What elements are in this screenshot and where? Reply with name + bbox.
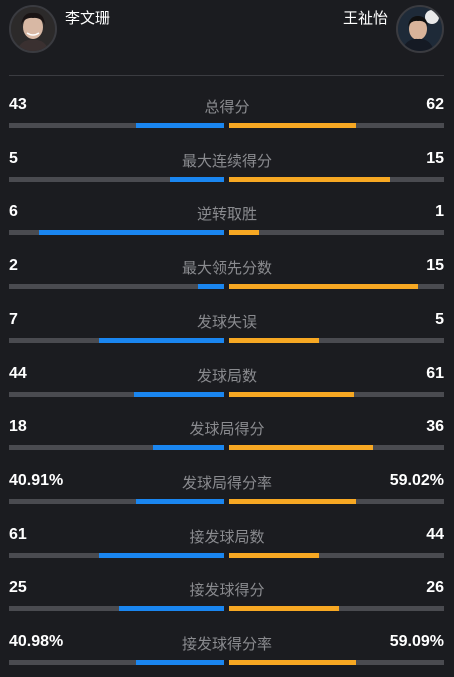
- right-stat-value: 61: [426, 364, 444, 382]
- right-stat-bar: [229, 606, 339, 612]
- right-stat-track: [229, 391, 444, 397]
- left-stat-bar: [135, 498, 224, 504]
- right-stat-value: 26: [426, 579, 444, 597]
- left-stat-track: [9, 391, 224, 397]
- right-stat-value: 5: [435, 310, 444, 328]
- player-photo-icon: [398, 7, 442, 51]
- stat-row: 7 发球失误 5: [0, 311, 454, 365]
- stat-label: 接发球得分: [189, 581, 265, 600]
- stat-row: 40.91% 发球局得分率 59.02%: [0, 472, 454, 526]
- left-stat-bar: [39, 230, 224, 236]
- left-stat-bar: [153, 445, 224, 451]
- right-stat-track: [229, 123, 444, 128]
- right-stat-bar: [229, 123, 356, 128]
- left-stat-track: [9, 284, 224, 290]
- right-stat-track: [229, 445, 444, 451]
- stat-label: 发球失误: [196, 312, 257, 331]
- left-stat-bar: [135, 660, 224, 665]
- stat-label: 发球局得分: [189, 420, 265, 439]
- right-stat-track: [229, 337, 444, 343]
- left-stat-value: 61: [9, 525, 27, 543]
- left-stat-value: 25: [9, 579, 27, 597]
- stat-row: 6 逆转取胜 1: [0, 203, 454, 257]
- right-stat-bar: [229, 498, 356, 504]
- right-stat-bar: [229, 445, 374, 451]
- stat-label: 最大连续得分: [181, 151, 272, 170]
- stat-label: 发球局数: [196, 366, 257, 385]
- left-stat-bar: [118, 606, 224, 612]
- right-stat-bar: [229, 660, 356, 665]
- right-stat-value: 15: [426, 257, 444, 275]
- left-player-avatar[interactable]: [9, 5, 57, 53]
- right-stat-value: 36: [426, 418, 444, 436]
- right-stat-track: [229, 284, 444, 290]
- right-stat-bar: [229, 337, 320, 343]
- left-stat-value: 6: [9, 203, 18, 221]
- left-stat-value: 40.98%: [9, 633, 64, 650]
- right-stat-track: [229, 606, 444, 612]
- stat-row: 43 总得分 62: [0, 96, 454, 150]
- left-player-name: 李文珊: [65, 9, 111, 27]
- right-player-avatar[interactable]: [396, 5, 444, 53]
- stat-label: 接发球得分率: [181, 635, 272, 653]
- left-stat-bar: [170, 176, 224, 182]
- left-stat-track: [9, 606, 224, 612]
- stat-row: 40.98% 接发球得分率 59.09%: [0, 633, 454, 677]
- left-stat-track: [9, 498, 224, 504]
- right-stat-bar: [229, 391, 354, 397]
- left-stat-track: [9, 176, 224, 182]
- left-stat-bar: [135, 123, 224, 128]
- right-stat-track: [229, 498, 444, 504]
- left-stat-value: 7: [9, 310, 18, 328]
- left-stat-bar: [99, 552, 224, 558]
- left-stat-value: 2: [9, 257, 18, 275]
- match-header: 李文珊 王祉怡: [0, 0, 454, 60]
- stat-row: 5 最大连续得分 15: [0, 150, 454, 204]
- left-stat-track: [9, 660, 224, 665]
- stat-label: 最大领先分数: [181, 259, 272, 278]
- left-stat-bar: [99, 337, 224, 343]
- right-stat-value: 59.02%: [389, 471, 444, 489]
- right-player-name: 王祉怡: [342, 9, 388, 27]
- left-stat-value: 18: [9, 418, 27, 436]
- right-stat-bar: [229, 552, 320, 558]
- left-stat-value: 44: [9, 364, 27, 382]
- stat-row: 18 发球局得分 36: [0, 418, 454, 472]
- right-stat-bar: [229, 176, 391, 182]
- right-stat-value: 62: [426, 96, 444, 113]
- left-stat-track: [9, 552, 224, 558]
- right-stat-value: 15: [426, 149, 444, 167]
- left-stat-bar: [133, 391, 224, 397]
- left-stat-value: 43: [9, 96, 27, 113]
- right-stat-bar: [229, 230, 260, 236]
- left-stat-bar: [198, 284, 224, 290]
- right-stat-track: [229, 230, 444, 236]
- left-stat-value: 5: [9, 149, 18, 167]
- stat-label: 逆转取胜: [196, 205, 257, 224]
- left-stat-value: 40.91%: [9, 471, 64, 489]
- stat-label: 总得分: [204, 98, 250, 116]
- left-stat-track: [9, 123, 224, 128]
- right-stat-track: [229, 552, 444, 558]
- left-stat-track: [9, 230, 224, 236]
- right-stat-track: [229, 176, 444, 182]
- header-divider: [9, 75, 444, 76]
- stat-label: 发球局得分率: [181, 473, 272, 492]
- right-stat-value: 44: [426, 525, 444, 543]
- right-stat-bar: [229, 284, 419, 290]
- right-stat-value: 1: [435, 203, 444, 221]
- left-stat-track: [9, 337, 224, 343]
- stat-row: 61 接发球局数 44: [0, 526, 454, 580]
- stat-label: 接发球局数: [189, 527, 265, 546]
- stat-row: 2 最大领先分数 15: [0, 257, 454, 311]
- stat-row: 25 接发球得分 26: [0, 579, 454, 633]
- right-stat-value: 59.09%: [389, 633, 444, 650]
- left-stat-track: [9, 445, 224, 451]
- player-photo-icon: [11, 7, 55, 51]
- right-stat-track: [229, 660, 444, 665]
- stat-row: 44 发球局数 61: [0, 365, 454, 419]
